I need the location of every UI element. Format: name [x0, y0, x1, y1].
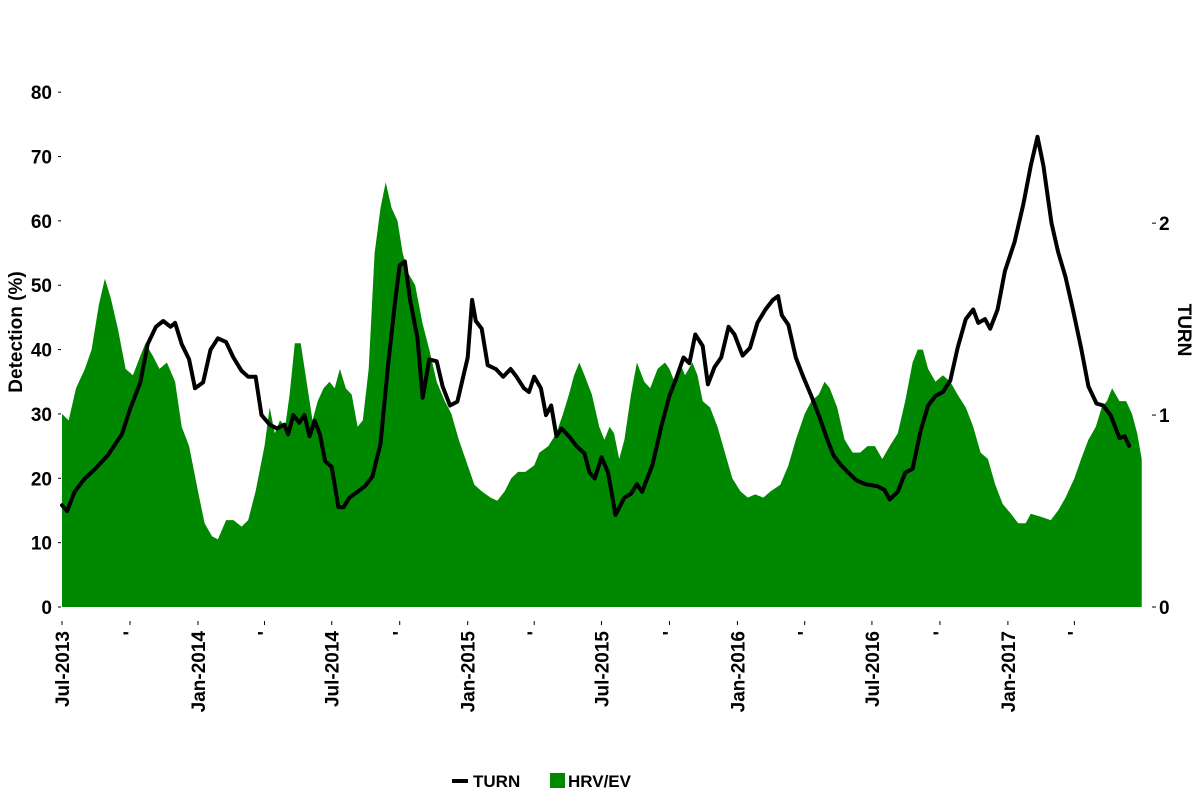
y2-tick-label: 0 — [1159, 598, 1170, 619]
x-tick-label: Jul-2013 — [53, 631, 74, 707]
legend-swatch-hrv-ev — [550, 773, 565, 788]
y-tick-label: 20 — [31, 469, 52, 490]
legend-label-turn: TURN — [473, 772, 520, 791]
x-tick-label: ' — [256, 631, 277, 636]
hrv-ev-area — [62, 182, 1142, 608]
y-tick-label: 70 — [31, 148, 52, 169]
x-tick-label: Jul-2016 — [863, 631, 884, 707]
legend-label-hrv-ev: HRV/EV — [568, 772, 632, 791]
x-tick-label: ' — [1065, 631, 1086, 636]
x-tick-label: Jan-2014 — [189, 631, 210, 713]
y-tick-label: 0 — [41, 598, 52, 619]
x-tick-label: Jan-2016 — [728, 631, 749, 712]
x-axis: Jul-2013 ' Jan-2014 ' Jul-2014 ' Jan-2015 ' Jul-… — [53, 621, 1086, 712]
plot-area — [60, 134, 1142, 608]
y2-axis-title: TURN — [1173, 304, 1194, 357]
y-tick-label: 50 — [31, 276, 52, 297]
y-tick-label: 60 — [31, 212, 52, 233]
x-tick-label: Jan-2015 — [459, 631, 480, 713]
x-tick-label: ' — [525, 631, 546, 636]
y-tick-label: 30 — [31, 405, 52, 426]
x-tick-label: Jan-2017 — [999, 631, 1020, 712]
y-axis-right: 0 1 2 — [1152, 214, 1170, 619]
turn-line — [60, 134, 1132, 517]
legend: TURN HRV/EV — [452, 772, 632, 791]
x-tick-label: ' — [121, 631, 142, 636]
series-turn-line — [60, 134, 1132, 517]
x-tick-label: Jul-2014 — [323, 631, 344, 707]
y-tick-label: 10 — [31, 534, 52, 555]
y-axis-left: 0 10 20 30 40 50 60 70 80 — [31, 83, 61, 619]
x-tick-label: ' — [796, 631, 817, 636]
y2-tick-label: 2 — [1159, 214, 1170, 235]
y-axis-title: Detection (%) — [6, 271, 27, 392]
x-tick-label: ' — [660, 631, 681, 636]
series-hrv-ev-area — [62, 182, 1142, 608]
x-tick-label: Jul-2015 — [593, 631, 614, 707]
y-tick-label: 80 — [31, 83, 52, 104]
y2-tick-label: 1 — [1159, 406, 1170, 427]
x-tick-label: ' — [931, 631, 952, 636]
x-tick-label: ' — [391, 631, 412, 636]
y-tick-label: 40 — [31, 341, 52, 362]
